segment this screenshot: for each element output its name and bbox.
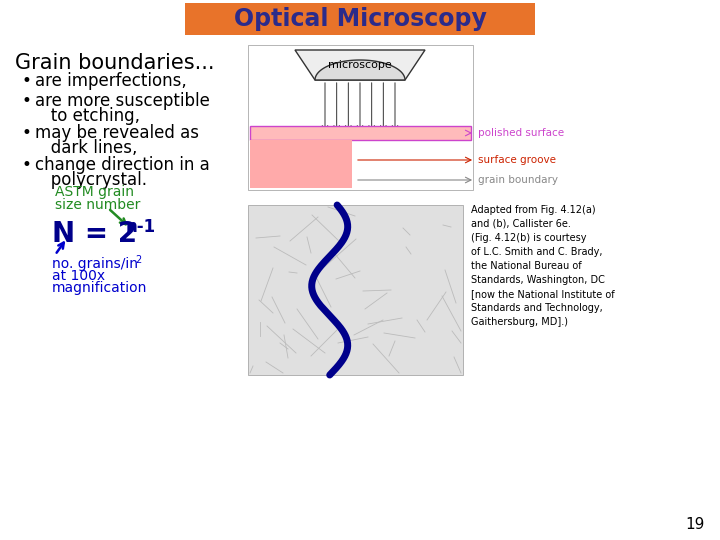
Bar bbox=[250, 126, 471, 140]
Bar bbox=[250, 140, 352, 188]
Text: are imperfections,: are imperfections, bbox=[35, 72, 186, 90]
Text: surface groove: surface groove bbox=[478, 155, 556, 165]
Text: at 100x: at 100x bbox=[52, 269, 105, 283]
Text: grain boundary: grain boundary bbox=[478, 175, 558, 185]
Text: •: • bbox=[22, 156, 32, 174]
Polygon shape bbox=[315, 60, 405, 80]
Text: •: • bbox=[22, 72, 32, 90]
Text: magnification: magnification bbox=[52, 281, 148, 295]
Text: 19: 19 bbox=[685, 517, 705, 532]
Text: change direction in a: change direction in a bbox=[35, 156, 210, 174]
Text: Adapted from Fig. 4.12(a)
and (b), Callister 6e.
(Fig. 4.12(b) is courtesy
of L.: Adapted from Fig. 4.12(a) and (b), Calli… bbox=[471, 205, 615, 327]
Text: Grain boundaries...: Grain boundaries... bbox=[15, 53, 215, 73]
Text: to etching,: to etching, bbox=[35, 107, 140, 125]
Text: polycrystal.: polycrystal. bbox=[35, 171, 147, 189]
Text: n-1: n-1 bbox=[126, 218, 156, 236]
Polygon shape bbox=[295, 50, 425, 80]
Text: 2: 2 bbox=[135, 255, 141, 265]
Bar bbox=[248, 45, 473, 190]
Bar bbox=[248, 205, 463, 375]
Text: are more susceptible: are more susceptible bbox=[35, 92, 210, 110]
Text: microscope: microscope bbox=[328, 60, 392, 70]
Text: polished surface: polished surface bbox=[478, 128, 564, 138]
Text: ASTM grain: ASTM grain bbox=[55, 185, 134, 199]
Text: •: • bbox=[22, 124, 32, 142]
Text: may be revealed as: may be revealed as bbox=[35, 124, 199, 142]
Text: size number: size number bbox=[55, 198, 140, 212]
Text: Optical Microscopy: Optical Microscopy bbox=[233, 7, 487, 31]
Text: N = 2: N = 2 bbox=[52, 220, 137, 248]
Bar bbox=[185, 3, 535, 35]
Text: •: • bbox=[22, 92, 32, 110]
Text: dark lines,: dark lines, bbox=[35, 139, 138, 157]
Text: no. grains/in: no. grains/in bbox=[52, 257, 138, 271]
